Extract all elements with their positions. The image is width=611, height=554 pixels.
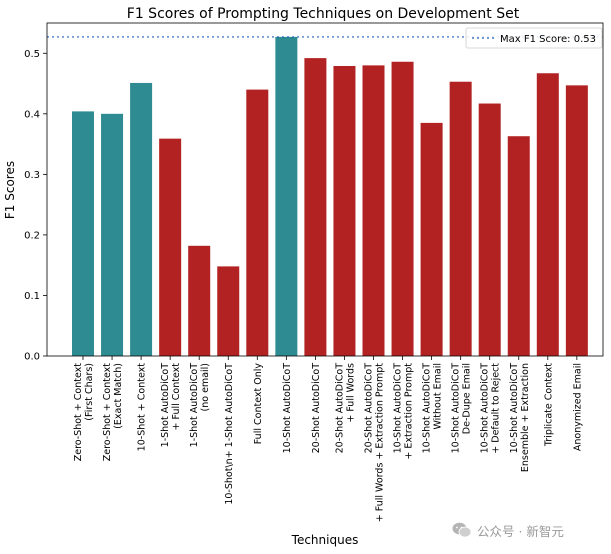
x-tick-label: 20-Shot AutoDiCoT [334,363,345,454]
bar [507,136,530,356]
bar [217,266,240,356]
watermark-text: 公众号 · 新智元 [477,523,564,539]
bar [565,85,588,356]
x-tick-label: Triplicate Context [543,363,554,447]
x-tick-label: (First Chars) [84,363,95,421]
bar [130,82,153,356]
bar [101,113,124,357]
bar [420,122,443,357]
x-tick-label: 10-Shot AutoDiCoT [451,363,462,454]
y-tick-label: 0.0 [24,352,40,363]
bar [246,89,269,356]
x-tick-label: 1-Shot AutoDiCoT [160,363,171,448]
bar [333,65,356,356]
y-tick-label: 0.3 [24,170,40,181]
bar [159,138,182,356]
bar [304,58,327,356]
bar [188,245,211,356]
bar [391,61,414,357]
x-axis-label: Techniques [291,533,359,547]
x-tick-label: (no email) [200,363,211,411]
bar [362,65,385,356]
bar [449,81,472,356]
x-tick-label: Ensemble + Extraction [520,363,531,472]
bar [478,103,501,356]
legend: Max F1 Score: 0.53 [465,27,603,49]
x-tick-label: + Default to Reject [491,363,502,454]
x-tick-label: Without Email [433,363,444,430]
x-tick-label: 10-Shot AutoDiCoT [480,363,491,454]
x-tick-label: + Full Words [345,363,356,423]
x-tick-label: + Extraction Prompt [404,363,415,460]
x-tick-label: 10-Shot\n+ 1-Shot AutoDiCoT [224,363,235,505]
x-tick-label: Zero-Shot + Context [73,363,84,462]
y-tick-label: 0.2 [24,230,40,241]
x-tick-label: 10-Shot AutoDiCoT [422,363,433,454]
watermark: 公众号 · 新智元 [452,518,602,542]
x-tick-label: + Full Context [171,363,182,431]
x-axis: Zero-Shot + Context (First Chars) Zero-Sho… [73,356,583,522]
x-tick-label: 10-Shot AutoDiCoT [393,363,404,454]
bar [72,111,94,356]
legend-box [465,27,603,49]
bar [536,73,559,357]
x-tick-label: Zero-Shot + Context [102,363,113,462]
x-tick-label: + Full Words + Extraction Prompt [375,363,386,522]
y-tick-label: 0.5 [24,49,40,60]
x-tick-label: 10-Shot AutoDiCoT [509,363,520,454]
plot-frame [46,22,604,357]
y-tick-label: 0.4 [24,109,40,120]
x-tick-label: 10-Shot AutoDiCoT [282,363,293,454]
x-tick-label: Anonymized Email [572,363,583,451]
bar [275,36,298,357]
x-tick-label: Full Context Only [253,363,264,445]
bars-group [72,36,588,357]
wechat-icon [452,522,472,538]
x-tick-label: 20-Shot AutoDiCoT [364,363,375,454]
x-tick-label: De-Dupe Email [462,363,473,434]
legend-label: Max F1 Score: 0.53 [500,34,596,45]
y-tick-label: 0.1 [24,291,40,302]
y-axis: 0.0 0.1 0.2 0.3 0.4 0.5 [24,49,47,363]
x-tick-label: (Exact Match) [113,363,124,429]
x-tick-label: 20-Shot AutoDiCoT [311,363,322,454]
x-tick-label: 10-Shot + Context [137,363,148,452]
chart-title: F1 Scores of Prompting Techniques on Dev… [127,6,520,22]
y-axis-label: F1 Scores [3,161,17,219]
x-tick-label: 1-Shot AutoDiCoT [189,363,200,448]
